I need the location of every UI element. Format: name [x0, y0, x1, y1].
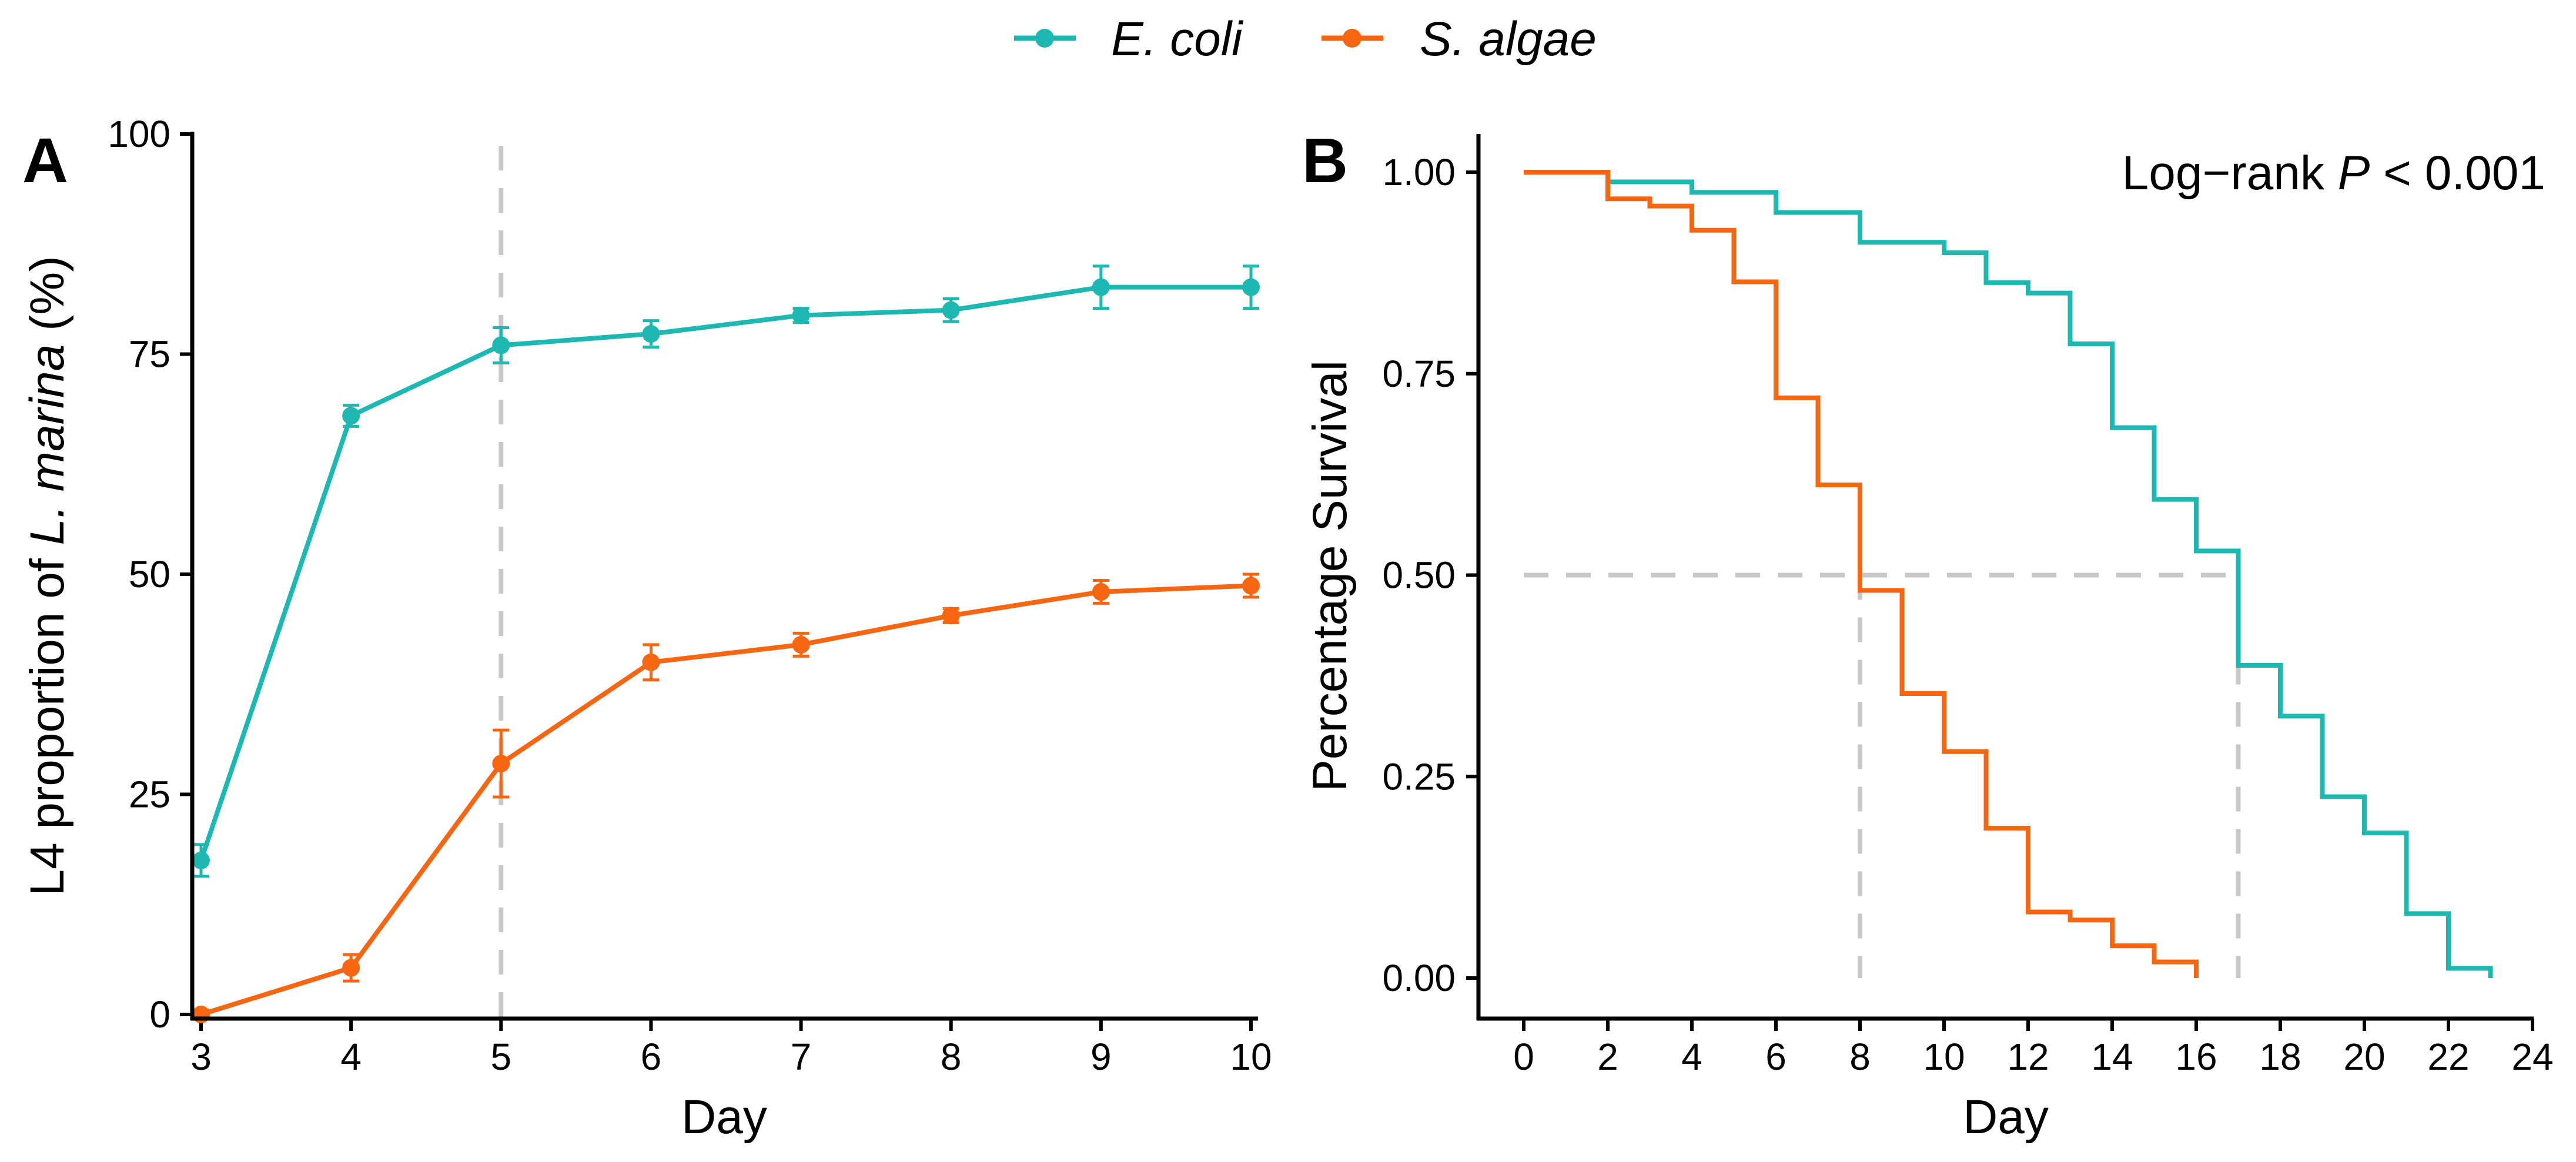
- panel-b-annotation-value: < 0.001: [2370, 146, 2545, 200]
- panel-a-y-axis-title: L4 proportion of L. marina (%): [21, 256, 74, 896]
- panel-b-x-tick-label: 10: [1923, 1036, 1965, 1078]
- panel-a-y-tick-label: 100: [108, 113, 170, 155]
- panel-b-y-axis: 0.00 0.25 0.50 0.75 1.00: [1382, 151, 1478, 999]
- panel-a-point: [942, 301, 960, 319]
- panel-b: B 0.000.250.500.751.00 0 2 4 6 8 10 12 14 16 18 20…: [1302, 125, 2554, 1144]
- panel-a-point: [642, 325, 660, 343]
- panel-a-y-tick-label: 75: [129, 333, 170, 376]
- panel-a-x-axis: 3 4 5 6 7 8 9 10: [190, 1019, 1272, 1078]
- legend-label-s-algae: S. algae: [1420, 12, 1597, 66]
- panel-a-point: [1092, 278, 1110, 296]
- panel-b-x-tick-label: 0: [1513, 1036, 1534, 1078]
- panel-b-x-tick-label: 2: [1597, 1036, 1618, 1078]
- panel-a-line-e-coli: [199, 284, 1251, 862]
- panel-a: A 0 25 50 75 100 3 4 5 6 7 8 9 10 Day L4 proportion…: [21, 113, 1272, 1144]
- panel-b-x-axis-title: Day: [1963, 1090, 2049, 1144]
- panel-a-x-tick-label: 7: [791, 1036, 812, 1078]
- panel-a-point: [492, 755, 510, 773]
- panel-b-x-tick-label: 8: [1849, 1036, 1871, 1078]
- legend-marker-e-coli: [1035, 29, 1054, 48]
- panel-a-x-tick-label: 3: [190, 1036, 212, 1078]
- panel-b-x-tick-label: 16: [2175, 1036, 2217, 1078]
- panel-b-y-tick-label: 0.25: [1382, 755, 1456, 798]
- panel-a-x-tick-label: 10: [1230, 1036, 1272, 1078]
- panel-a-line-s-algae: [200, 583, 1252, 1017]
- panel-a-y-tick-label: 25: [129, 773, 170, 816]
- panel-b-letter: B: [1302, 125, 1348, 196]
- panel-a-point: [942, 607, 960, 625]
- panel-b-x-tick-label: 12: [2007, 1036, 2049, 1078]
- panel-a-series: [192, 264, 1260, 1023]
- panel-a-series-e-coli: [192, 264, 1260, 878]
- legend: E. coli S. algae: [1014, 12, 1597, 66]
- panel-a-point: [1242, 278, 1260, 296]
- panel-a-x-tick-label: 9: [1090, 1036, 1112, 1078]
- panel-b-x-tick-label: 6: [1765, 1036, 1787, 1078]
- panel-b-y-tick-label: 1.00: [1382, 151, 1456, 193]
- panel-a-point: [342, 959, 360, 977]
- panel-a-y-title-species: L. marina: [21, 344, 74, 545]
- panel-b-y-tick-label: 0.75: [1382, 353, 1456, 395]
- panel-a-point: [492, 336, 510, 354]
- panel-b-y-tick-label: 0.00: [1382, 957, 1456, 999]
- panel-a-y-title-unit: (%): [21, 256, 74, 344]
- panel-b-y-tick-label: 0.50: [1382, 554, 1456, 597]
- panel-a-point: [192, 851, 210, 869]
- panel-b-series: [1524, 170, 2493, 978]
- panel-a-x-tick-label: 8: [941, 1036, 962, 1078]
- panel-a-point: [642, 653, 660, 671]
- panel-a-letter: A: [22, 125, 68, 196]
- panel-b-survival-curve-e-coli: [1524, 170, 2493, 978]
- panel-b-annotation-p: P: [2338, 146, 2370, 200]
- panel-b-x-tick-label: 24: [2511, 1036, 2553, 1078]
- panel-a-x-tick-label: 6: [641, 1036, 662, 1078]
- panel-a-x-axis-title: Day: [681, 1090, 767, 1144]
- panel-a-y-tick-label: 50: [129, 553, 170, 595]
- panel-b-x-tick-label: 20: [2343, 1036, 2385, 1078]
- panel-b-x-tick-label: 14: [2091, 1036, 2133, 1078]
- panel-b-x-axis: 0 2 4 6 8 10 12 14 16 18 20 22 24: [1513, 1019, 2554, 1078]
- panel-b-annotation: Log−rank P < 0.001: [2122, 146, 2545, 200]
- legend-label-e-coli: E. coli: [1111, 12, 1244, 66]
- panel-b-reference-lines: [1524, 572, 2241, 978]
- panel-b-survival-curve-s-algae: [1524, 170, 2199, 978]
- panel-a-point: [792, 306, 810, 324]
- panel-a-point: [1242, 577, 1260, 595]
- panel-a-y-tick-label: 0: [149, 993, 170, 1036]
- panel-b-y-axis-title: Percentage Survival: [1303, 360, 1357, 792]
- panel-a-x-tick-label: 5: [490, 1036, 511, 1078]
- legend-marker-s-algae: [1343, 29, 1361, 48]
- panel-a-y-axis: 0 25 50 75 100: [108, 113, 192, 1036]
- panel-a-point: [342, 407, 360, 425]
- panel-b-x-tick-label: 18: [2259, 1036, 2301, 1078]
- panel-b-annotation-test: Log−rank: [2122, 146, 2338, 200]
- panel-a-point: [1092, 582, 1110, 601]
- panel-b-x-tick-label: 22: [2427, 1036, 2469, 1078]
- panel-a-series-s-algae: [192, 572, 1260, 1023]
- panel-b-x-tick-label: 4: [1681, 1036, 1702, 1078]
- panel-a-y-title-prefix: L4 proportion of: [21, 545, 74, 896]
- panel-a-point: [792, 635, 810, 654]
- panel-a-x-tick-label: 4: [340, 1036, 362, 1078]
